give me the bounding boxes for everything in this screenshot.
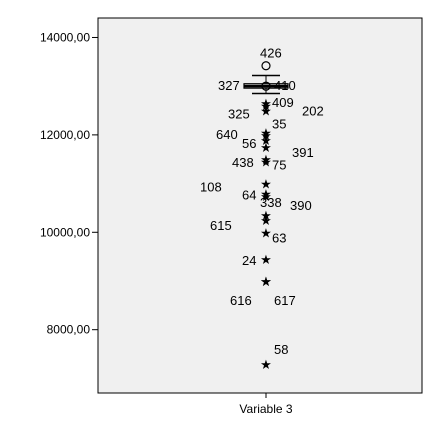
outlier-case-label: 338 [260, 195, 282, 210]
outlier-case-label: 108 [200, 180, 222, 195]
outlier-case-label: 75 [272, 158, 286, 173]
outlier-case-label: 390 [290, 198, 312, 213]
outlier-star: ★ [260, 105, 272, 120]
outlier-case-label: 438 [232, 155, 254, 170]
outlier-star: ★ [260, 134, 272, 149]
outlier-star: ★ [260, 214, 272, 229]
outlier-star: ★ [260, 358, 272, 373]
outlier-case-label: 24 [242, 253, 256, 268]
y-axis: 8000,00 10000,00 12000,00 14000,00 [40, 30, 98, 337]
outlier-star: ★ [260, 190, 272, 205]
y-tick-label: 8000,00 [47, 323, 91, 337]
outlier-star: ★ [260, 275, 272, 290]
outlier-star: ★ [260, 275, 272, 290]
outlier-case-label: 617 [274, 293, 296, 308]
outlier-case-label: 410 [274, 78, 296, 93]
outlier-case-label: 202 [302, 104, 324, 119]
outlier-star: ★ [260, 226, 272, 241]
outlier-case-label: 391 [292, 145, 314, 160]
outlier-case-label: 58 [274, 342, 288, 357]
outlier-star: ★ [260, 129, 272, 144]
outlier-case-label: 640 [216, 127, 238, 142]
outlier-star: ★ [260, 253, 272, 268]
outlier-star: ★ [260, 178, 272, 193]
y-tick-label: 14000,00 [40, 30, 90, 44]
outlier-case-label: 63 [272, 230, 286, 245]
x-axis: Variable 3 [239, 393, 293, 416]
outlier-case-label: 56 [242, 136, 256, 151]
outlier-case-label: 426 [260, 46, 282, 61]
outlier-case-label: 64 [242, 187, 256, 202]
outlier-case-label: 325 [228, 107, 250, 122]
outlier-case-label: 615 [210, 218, 232, 233]
outlier-star: ★ [260, 141, 272, 156]
outlier-circle [261, 61, 271, 71]
x-tick-label: Variable 3 [239, 402, 292, 416]
plot-area [97, 17, 423, 394]
outlier-star: ★ [260, 209, 272, 224]
y-tick-label: 12000,00 [40, 128, 90, 142]
outlier-star: ★ [260, 100, 272, 115]
outlier-case-label: 327 [218, 78, 240, 93]
y-tick-label: 10000,00 [40, 225, 90, 239]
outlier-star: ★ [260, 153, 272, 168]
outlier-star: ★ [260, 126, 272, 141]
outlier-star: ★ [260, 187, 272, 202]
outlier-case-label: 35 [272, 116, 286, 131]
outlier-case-label: 409 [272, 95, 294, 110]
outlier-star: ★ [260, 97, 272, 112]
outlier-star: ★ [260, 156, 272, 171]
outlier-circle [261, 81, 271, 91]
outlier-case-label: 616 [230, 293, 252, 308]
